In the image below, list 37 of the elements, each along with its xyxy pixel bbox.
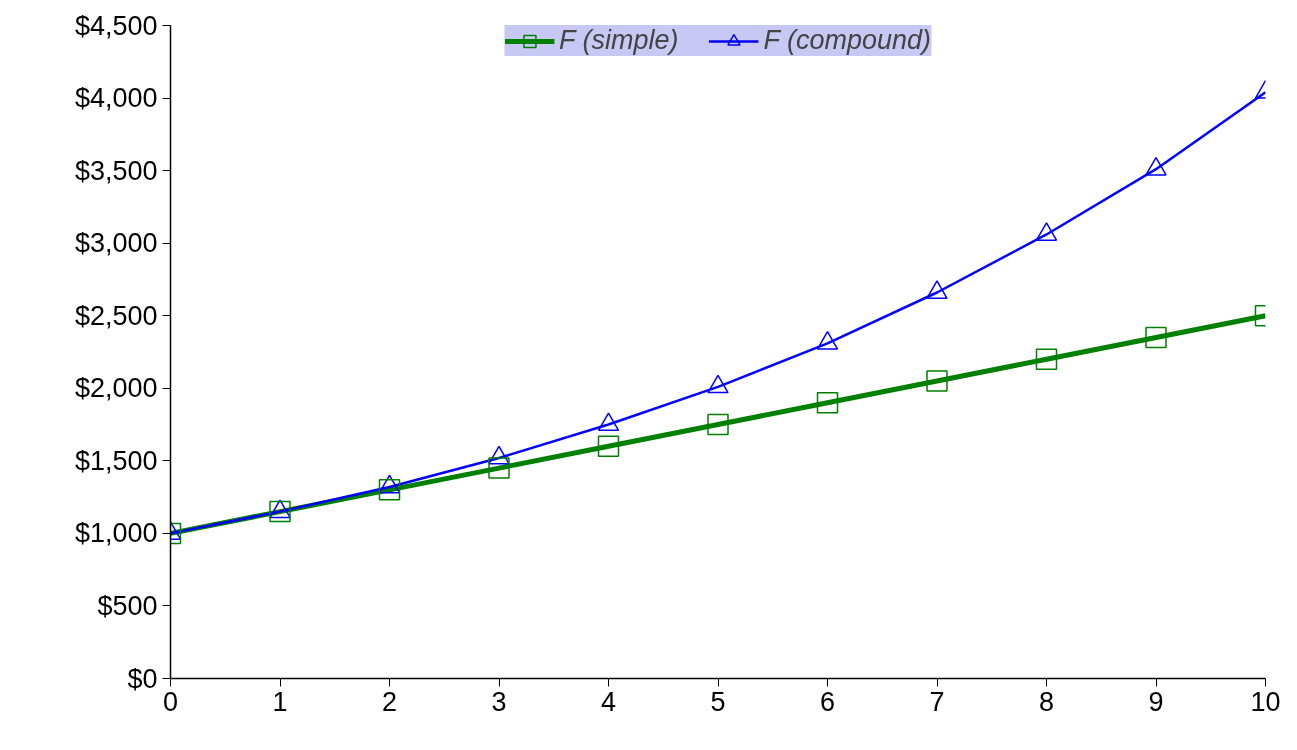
point [926, 370, 948, 392]
x-tick-label: 6 [819, 686, 836, 717]
y-tick-label: $2,500 [74, 300, 158, 331]
legend-label: F (compound) [763, 25, 932, 56]
point [1145, 156, 1167, 176]
y-tick-label: $1,500 [74, 445, 158, 476]
point [1035, 222, 1058, 241]
point [707, 374, 729, 394]
point [488, 457, 510, 479]
x-tick-label: 2 [381, 686, 398, 717]
point [707, 413, 729, 436]
point [816, 392, 839, 414]
point [1035, 348, 1058, 371]
y-tick-label: $4,500 [74, 10, 158, 41]
x-tick-label: 5 [710, 686, 726, 717]
x-tick-label: 7 [929, 686, 945, 717]
point [597, 435, 620, 458]
point [378, 479, 401, 501]
y-tick-label: $2,000 [74, 373, 158, 404]
x-tick-label: 9 [1148, 686, 1164, 717]
y-tick-label: $0 [127, 663, 158, 694]
y-tick-label: $500 [97, 590, 158, 621]
x-tick-label: 8 [1038, 686, 1055, 717]
y-tick-label: $4,000 [74, 83, 158, 114]
point [597, 412, 620, 432]
y-tick-label: $3,500 [74, 155, 158, 186]
x-tick-label: 10 [1250, 686, 1281, 717]
point [1145, 326, 1167, 349]
legend-label: F (simple) [558, 25, 679, 56]
y-tick-label: $1,000 [74, 518, 158, 549]
x-tick-label: 1 [272, 686, 288, 717]
x-tick-label: 3 [491, 686, 507, 717]
x-tick-label: 4 [600, 686, 617, 717]
x-tick-label: 0 [162, 686, 179, 717]
y-tick-label: $3,000 [74, 228, 158, 259]
point [926, 280, 948, 300]
point [816, 331, 839, 350]
